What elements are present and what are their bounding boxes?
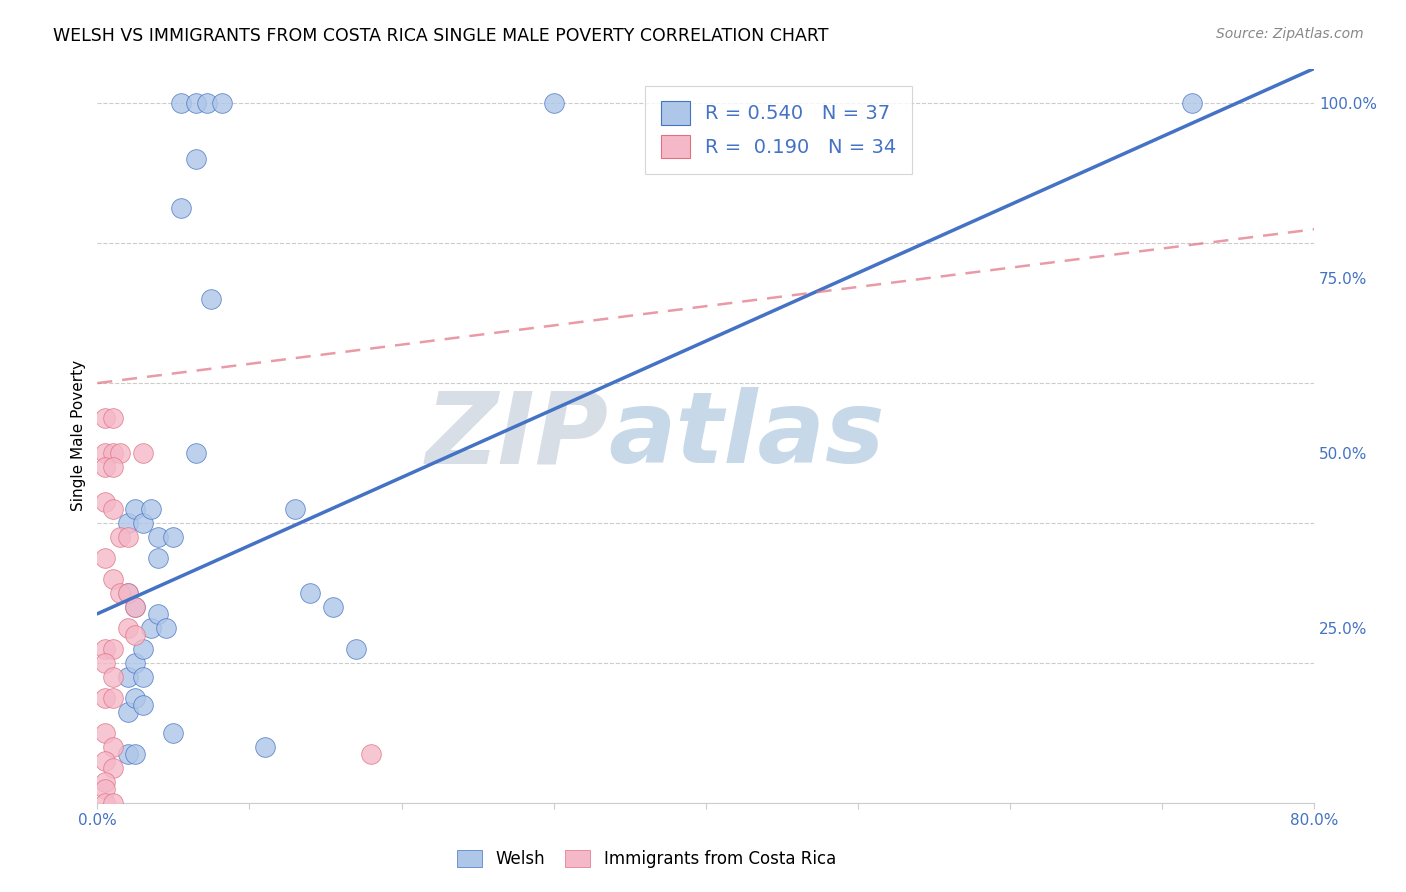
Point bbox=[101, 446, 124, 460]
Point bbox=[117, 586, 139, 600]
Point bbox=[284, 502, 307, 516]
Point bbox=[299, 586, 322, 600]
Point bbox=[148, 550, 170, 565]
Point bbox=[94, 641, 117, 656]
Point bbox=[94, 446, 117, 460]
Legend: R = 0.540   N = 37, R =  0.190   N = 34: R = 0.540 N = 37, R = 0.190 N = 34 bbox=[645, 86, 912, 174]
Point bbox=[101, 761, 124, 775]
Point bbox=[117, 586, 139, 600]
Point bbox=[124, 628, 146, 642]
Point bbox=[117, 705, 139, 719]
Point bbox=[200, 292, 222, 306]
Point bbox=[322, 599, 344, 614]
Point bbox=[94, 495, 117, 509]
Point bbox=[101, 690, 124, 705]
Point bbox=[94, 796, 117, 810]
Point bbox=[186, 153, 208, 167]
Text: WELSH VS IMMIGRANTS FROM COSTA RICA SINGLE MALE POVERTY CORRELATION CHART: WELSH VS IMMIGRANTS FROM COSTA RICA SING… bbox=[53, 27, 830, 45]
Point bbox=[124, 656, 146, 670]
Point bbox=[124, 599, 146, 614]
Point bbox=[108, 586, 131, 600]
Text: Source: ZipAtlas.com: Source: ZipAtlas.com bbox=[1216, 27, 1364, 41]
Point bbox=[101, 411, 124, 425]
Point bbox=[344, 641, 367, 656]
Point bbox=[117, 670, 139, 684]
Point bbox=[148, 530, 170, 544]
Point bbox=[124, 690, 146, 705]
Point bbox=[132, 641, 155, 656]
Point bbox=[94, 550, 117, 565]
Text: ZIP: ZIP bbox=[426, 387, 609, 484]
Point bbox=[101, 739, 124, 754]
Point bbox=[94, 781, 117, 796]
Point bbox=[360, 747, 382, 761]
Point bbox=[94, 656, 117, 670]
Point bbox=[132, 516, 155, 530]
Point bbox=[148, 607, 170, 621]
Point bbox=[101, 460, 124, 475]
Point bbox=[186, 96, 208, 111]
Point bbox=[155, 621, 177, 635]
Point bbox=[211, 96, 233, 111]
Point bbox=[108, 446, 131, 460]
Point bbox=[117, 516, 139, 530]
Point bbox=[124, 747, 146, 761]
Point bbox=[101, 641, 124, 656]
Point bbox=[94, 690, 117, 705]
Point bbox=[132, 446, 155, 460]
Point bbox=[124, 599, 146, 614]
Point bbox=[139, 621, 162, 635]
Point bbox=[117, 621, 139, 635]
Point bbox=[101, 670, 124, 684]
Point bbox=[195, 96, 218, 111]
Point bbox=[117, 747, 139, 761]
Point bbox=[162, 725, 184, 739]
Point bbox=[543, 96, 565, 111]
Point bbox=[162, 530, 184, 544]
Point bbox=[124, 502, 146, 516]
Point bbox=[101, 796, 124, 810]
Point bbox=[132, 698, 155, 712]
Point bbox=[132, 670, 155, 684]
Point bbox=[101, 502, 124, 516]
Point bbox=[94, 411, 117, 425]
Y-axis label: Single Male Poverty: Single Male Poverty bbox=[72, 360, 86, 511]
Point bbox=[253, 739, 276, 754]
Point bbox=[186, 446, 208, 460]
Point bbox=[170, 202, 193, 216]
Point bbox=[94, 725, 117, 739]
Point bbox=[94, 460, 117, 475]
Point bbox=[94, 774, 117, 789]
Legend: Welsh, Immigrants from Costa Rica: Welsh, Immigrants from Costa Rica bbox=[449, 842, 845, 877]
Point bbox=[94, 754, 117, 768]
Point bbox=[108, 530, 131, 544]
Point bbox=[117, 530, 139, 544]
Point bbox=[101, 572, 124, 586]
Point bbox=[1181, 96, 1204, 111]
Point bbox=[170, 96, 193, 111]
Point bbox=[139, 502, 162, 516]
Text: atlas: atlas bbox=[609, 387, 884, 484]
